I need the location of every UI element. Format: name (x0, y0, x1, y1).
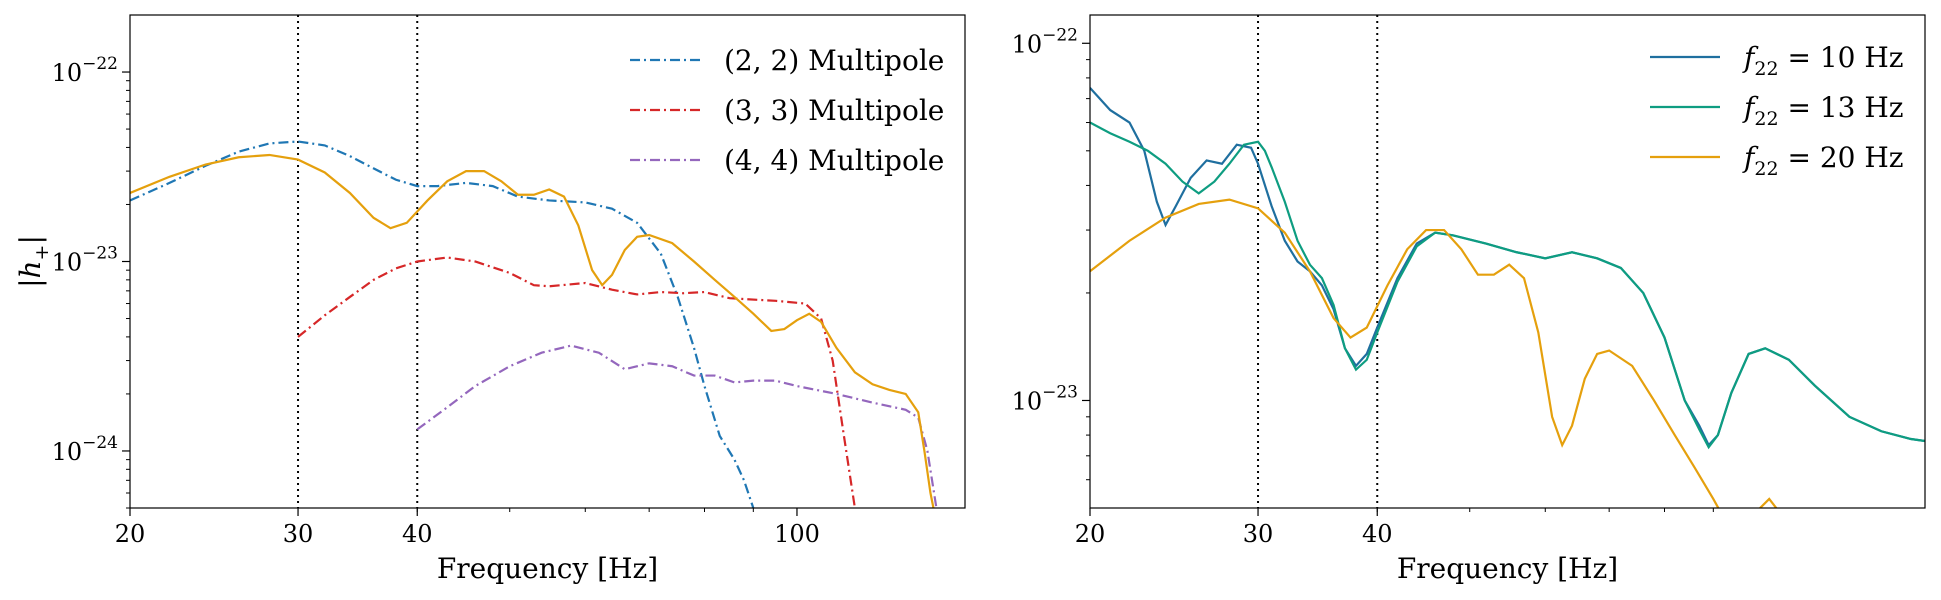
left-chart-panel: 20 30 40 100 10−24 10−23 10−22 Frequency [Hz] |h… (14, 14, 966, 585)
y-tick-label: 10−22 (52, 54, 118, 87)
legend-entry: f22 = 20 Hz (1650, 141, 1904, 180)
y-tick-label: 10−23 (1012, 382, 1078, 415)
x-tick-label: 100 (774, 520, 820, 548)
x-tick-label: 30 (283, 520, 314, 548)
series-line-f22-20-hz (1090, 198, 1778, 508)
legend-label: f22 = 10 Hz (1742, 41, 1904, 80)
legend-entry: f22 = 13 Hz (1650, 91, 1904, 130)
series-line--4-4-multipole (416, 344, 938, 508)
x-tick-label: 20 (115, 520, 146, 548)
y-tick-label: 10−23 (52, 244, 118, 277)
legend-entry: (2, 2) Multipole (630, 44, 944, 77)
legend-entry: (4, 4) Multipole (630, 144, 944, 177)
series-line-f22-13-hz (1090, 121, 1925, 450)
x-axis-label: Frequency [Hz] (437, 552, 658, 585)
x-tick-label: 40 (402, 520, 433, 548)
y-axis-label: |h+| (14, 235, 53, 288)
series-line-total-3 (130, 153, 935, 508)
legend-label: (2, 2) Multipole (724, 44, 944, 77)
x-tick-label: 40 (1362, 520, 1393, 548)
right-chart-panel: 20 30 40 10−23 10−22 Frequency [Hz] f22 = 10 H… (1012, 14, 1926, 585)
legend-label: f22 = 13 Hz (1742, 91, 1904, 130)
plot-frame (1089, 14, 1926, 509)
legend-entry: f22 = 10 Hz (1650, 41, 1904, 80)
y-tick-label: 10−22 (1012, 25, 1078, 58)
legend-label: f22 = 20 Hz (1742, 141, 1904, 180)
series-line--2-2-multipole (130, 140, 755, 508)
x-tick-label: 20 (1075, 520, 1106, 548)
legend-label: (4, 4) Multipole (724, 144, 944, 177)
y-tick-label: 10−24 (52, 433, 118, 466)
plot-frame (129, 14, 966, 509)
legend-entry: (3, 3) Multipole (630, 94, 944, 127)
series-line--3-3-multipole (297, 256, 856, 508)
x-tick-label: 30 (1243, 520, 1274, 548)
x-axis-label: Frequency [Hz] (1397, 552, 1618, 585)
legend-label: (3, 3) Multipole (724, 94, 944, 127)
